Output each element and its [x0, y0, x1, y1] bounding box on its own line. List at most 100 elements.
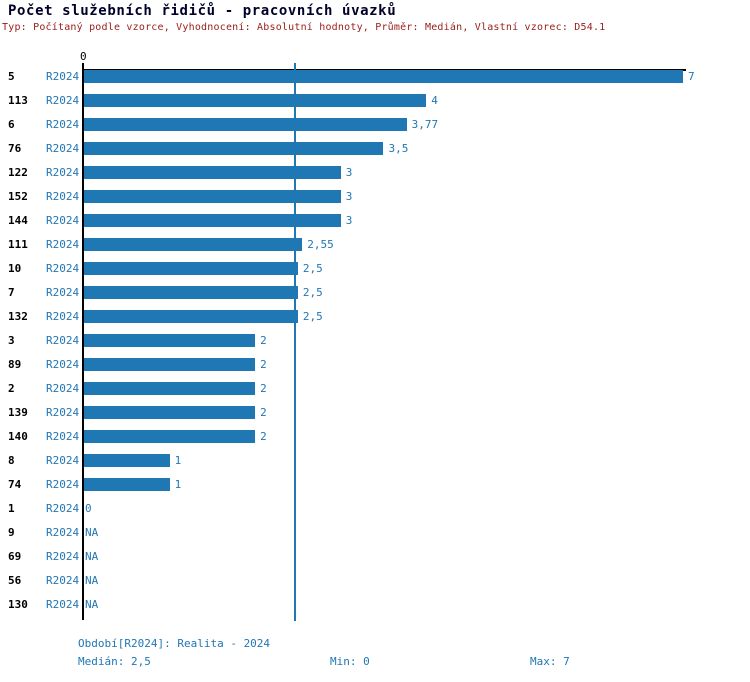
period-label: R2024	[46, 478, 80, 491]
value-label: 2,5	[302, 262, 323, 275]
bar	[84, 262, 298, 275]
category-label: 144	[8, 214, 28, 227]
value-label: NA	[85, 574, 99, 587]
value-label: 2	[260, 358, 267, 371]
chart-row: 152 R2024 3	[0, 185, 750, 209]
bar	[84, 406, 256, 419]
bar	[84, 358, 256, 371]
category-label: 122	[8, 166, 28, 179]
category-label: 113	[8, 94, 28, 107]
value-label: 7	[687, 70, 695, 83]
value-label: 1	[174, 454, 182, 467]
period-label: R2024	[46, 454, 80, 467]
value-label: 0	[85, 502, 92, 515]
category-label: 5	[8, 70, 15, 83]
value-label: NA	[85, 550, 99, 563]
category-label: 8	[8, 454, 15, 467]
chart-row: 74 R2024 1	[0, 473, 750, 497]
chart-subtitle: Typ: Počítaný podle vzorce, Vyhodnocení:…	[2, 22, 606, 33]
period-label: R2024	[46, 94, 80, 107]
value-label: NA	[85, 598, 99, 611]
bar	[84, 454, 170, 467]
value-label: 3	[345, 214, 353, 227]
chart-row: 2 R2024 2	[0, 377, 750, 401]
category-label: 6	[8, 118, 15, 131]
chart-row: 76 R2024 3,5	[0, 137, 750, 161]
y-axis-line	[82, 69, 84, 620]
footer-min: Min: 0	[330, 655, 370, 668]
category-label: 10	[8, 262, 22, 275]
value-label: 2	[260, 334, 267, 347]
bar	[84, 118, 407, 131]
period-label: R2024	[46, 382, 80, 395]
category-label: 2	[8, 382, 15, 395]
period-label: R2024	[46, 598, 80, 611]
footer-period: Období[R2024]: Realita - 2024	[78, 637, 271, 650]
value-label: 3	[345, 166, 353, 179]
period-label: R2024	[46, 310, 80, 323]
value-label: 1	[174, 478, 182, 491]
chart-row: 1 R2024 0	[0, 497, 750, 521]
footer-max: Max: 7	[530, 655, 570, 668]
chart-row: 139 R2024 2	[0, 401, 750, 425]
period-label: R2024	[46, 142, 80, 155]
chart-row: 8 R2024 1	[0, 449, 750, 473]
period-label: R2024	[46, 190, 80, 203]
bar	[84, 286, 298, 299]
chart-row: 144 R2024 3	[0, 209, 750, 233]
bar	[84, 214, 341, 227]
period-label: R2024	[46, 430, 80, 443]
bar	[84, 382, 256, 395]
period-label: R2024	[46, 118, 80, 131]
value-label: NA	[85, 526, 99, 539]
chart-row: 6 R2024 3,77	[0, 113, 750, 137]
value-label: 3	[345, 190, 353, 203]
bar	[84, 238, 303, 251]
chart-row: 7 R2024 2,5	[0, 281, 750, 305]
category-label: 3	[8, 334, 15, 347]
bar	[84, 142, 384, 155]
chart-row: 140 R2024 2	[0, 425, 750, 449]
chart-row: 56 R2024 NA	[0, 569, 750, 593]
period-label: R2024	[46, 502, 80, 515]
bar	[84, 310, 298, 323]
chart-title: Počet služebních řidičů - pracovních úva…	[8, 3, 397, 19]
bar	[84, 166, 341, 179]
chart-row: 10 R2024 2,5	[0, 257, 750, 281]
period-label: R2024	[46, 286, 80, 299]
value-label: 2	[260, 430, 267, 443]
bar	[84, 334, 256, 347]
category-label: 130	[8, 598, 28, 611]
chart-row: 89 R2024 2	[0, 353, 750, 377]
category-label: 140	[8, 430, 28, 443]
value-label: 2,5	[302, 286, 323, 299]
chart-row: 69 R2024 NA	[0, 545, 750, 569]
period-label: R2024	[46, 526, 80, 539]
period-label: R2024	[46, 550, 80, 563]
chart-row: 122 R2024 3	[0, 161, 750, 185]
category-label: 69	[8, 550, 22, 563]
category-label: 76	[8, 142, 22, 155]
value-label: 4	[431, 94, 438, 107]
category-label: 139	[8, 406, 28, 419]
value-label: 2	[260, 406, 267, 419]
category-label: 9	[8, 526, 15, 539]
chart-row: 132 R2024 2,5	[0, 305, 750, 329]
footer-median: Medián: 2,5	[78, 655, 151, 668]
chart-row: 130 R2024 NA	[0, 593, 750, 617]
period-label: R2024	[46, 574, 80, 587]
period-label: R2024	[46, 358, 80, 371]
x-axis-zero-tick-label: 0	[80, 50, 87, 63]
category-label: 132	[8, 310, 28, 323]
period-label: R2024	[46, 262, 80, 275]
value-label: 3,77	[411, 118, 439, 131]
period-label: R2024	[46, 70, 80, 83]
period-label: R2024	[46, 406, 80, 419]
value-label: 2,55	[307, 238, 334, 251]
category-label: 1	[8, 502, 15, 515]
chart-row: 111 R2024 2,55	[0, 233, 750, 257]
x-axis-tick-mark	[82, 63, 84, 70]
median-reference-line	[294, 63, 296, 621]
bar	[84, 94, 427, 107]
